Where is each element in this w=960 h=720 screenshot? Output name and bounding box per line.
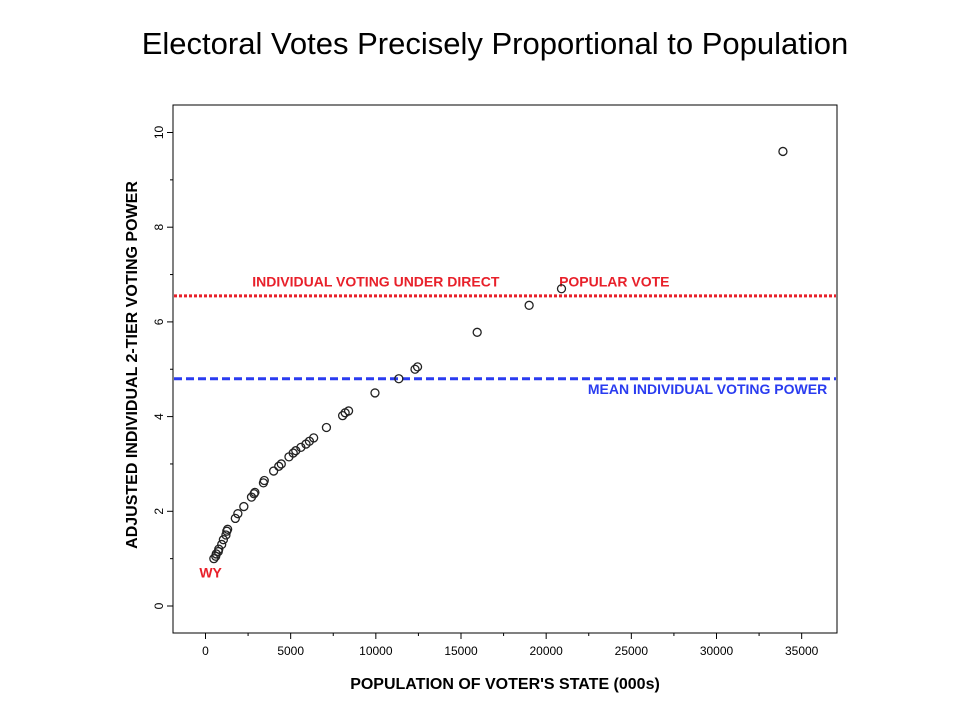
plot-frame (172, 104, 838, 634)
data-point (394, 374, 404, 384)
x-tick-label: 15000 (444, 644, 478, 658)
x-tick-label: 10000 (359, 644, 393, 658)
x-axis-title: POPULATION OF VOTER'S STATE (000s) (350, 676, 660, 693)
x-tick-label: 0 (202, 644, 209, 658)
data-point (217, 539, 227, 550)
y-axis-title: ADJUSTED INDIVIDUAL 2-TIER VOTING POWER (124, 181, 141, 549)
data-point (343, 406, 354, 416)
annotation-label: POPULAR VOTE (559, 273, 669, 289)
x-tick-label: 35000 (785, 644, 819, 658)
annotation-label: MEAN INDIVIDUAL VOTING POWER (588, 381, 827, 397)
data-point (221, 530, 231, 540)
data-point (276, 459, 286, 469)
x-tick-label: 25000 (615, 644, 649, 658)
y-tick-label: 0 (152, 602, 166, 609)
data-point (309, 433, 319, 443)
data-point (230, 513, 240, 524)
y-tick-label: 4 (152, 413, 166, 420)
data-point (321, 422, 332, 433)
chart-title: Electoral Votes Precisely Proportional t… (141, 26, 849, 61)
annotation-label: INDIVIDUAL VOTING UNDER DIRECT (252, 273, 500, 289)
data-point (222, 524, 233, 534)
data-point (214, 544, 224, 554)
data-point (556, 284, 567, 294)
y-tick-label: 2 (152, 508, 166, 515)
data-point (370, 388, 380, 398)
data-point (239, 501, 249, 512)
data-point (218, 535, 229, 545)
data-point (259, 475, 269, 486)
data-point (268, 466, 279, 476)
data-point (412, 362, 423, 372)
data-point (211, 549, 221, 559)
data-point (250, 487, 260, 498)
x-tick-label: 20000 (529, 644, 563, 658)
x-tick-label: 5000 (277, 644, 304, 658)
data-point (410, 364, 420, 374)
data-point (472, 327, 482, 337)
data-point (288, 448, 298, 458)
data-point (209, 554, 219, 564)
data-point (233, 509, 243, 519)
data-point (274, 461, 284, 471)
data-point (337, 411, 348, 421)
data-point (249, 489, 259, 499)
data-point (524, 300, 534, 310)
plot-layer: 0 5000 10000 15000 20000 25000 30000 35000 0 2 4 6 8… (152, 104, 838, 658)
x-tick-label: 30000 (700, 644, 734, 658)
data-point (778, 146, 788, 157)
y-tick-label: 8 (152, 224, 166, 231)
y-tick-label: 10 (152, 126, 166, 140)
annotation-label: WY (199, 565, 222, 581)
y-tick-label: 6 (152, 318, 166, 325)
